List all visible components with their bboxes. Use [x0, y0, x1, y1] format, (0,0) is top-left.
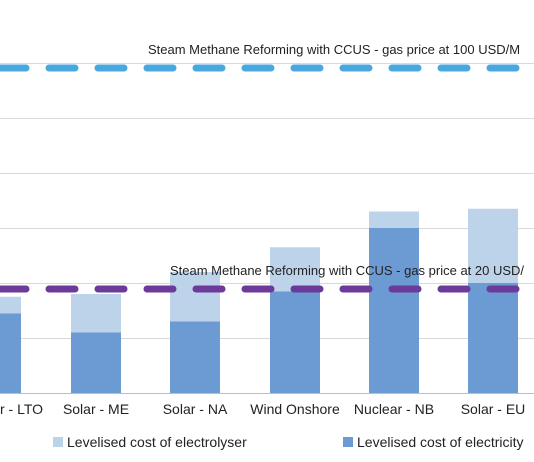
legend: Levelised cost of electrolyser Levelised …: [53, 434, 524, 450]
bar-electricity-6: [468, 283, 518, 393]
bar-electrolyser-4: [270, 247, 320, 292]
legend-swatch-2: [343, 437, 353, 447]
x-tick-label-3: Solar - NA: [163, 401, 228, 417]
reference-label-1: Steam Methane Reforming with CCUS - gas …: [148, 42, 520, 57]
bar-electrolyser-3: [170, 272, 220, 322]
reference-lines: Steam Methane Reforming with CCUS - gas …: [0, 42, 534, 293]
reference-label-2: Steam Methane Reforming with CCUS - gas …: [170, 263, 524, 278]
bar-electricity-4: [270, 291, 320, 393]
bars: [0, 208, 518, 393]
legend-label-2: Levelised cost of electricity: [357, 434, 524, 450]
x-tick-label-1: r - LTO: [0, 401, 43, 417]
gridlines: [0, 63, 534, 339]
bar-electricity-3: [170, 321, 220, 393]
legend-swatch-1: [53, 437, 63, 447]
legend-label-1: Levelised cost of electrolyser: [67, 434, 247, 450]
x-tick-label-6: Solar - EU: [461, 401, 526, 417]
bar-electricity-2: [71, 332, 121, 393]
bar-electrolyser-1: [0, 296, 21, 314]
bar-electrolyser-2: [71, 294, 121, 333]
x-tick-labels: r - LTO Solar - ME Solar - NA Wind Onshore N…: [0, 401, 525, 417]
x-tick-label-4: Wind Onshore: [250, 401, 340, 417]
x-tick-label-5: Nuclear - NB: [354, 401, 434, 417]
bar-electrolyser-5: [369, 211, 419, 228]
bar-electricity-5: [369, 228, 419, 393]
bar-electrolyser-6: [468, 208, 518, 283]
x-tick-label-2: Solar - ME: [63, 401, 129, 417]
bar-electricity-1: [0, 313, 21, 393]
